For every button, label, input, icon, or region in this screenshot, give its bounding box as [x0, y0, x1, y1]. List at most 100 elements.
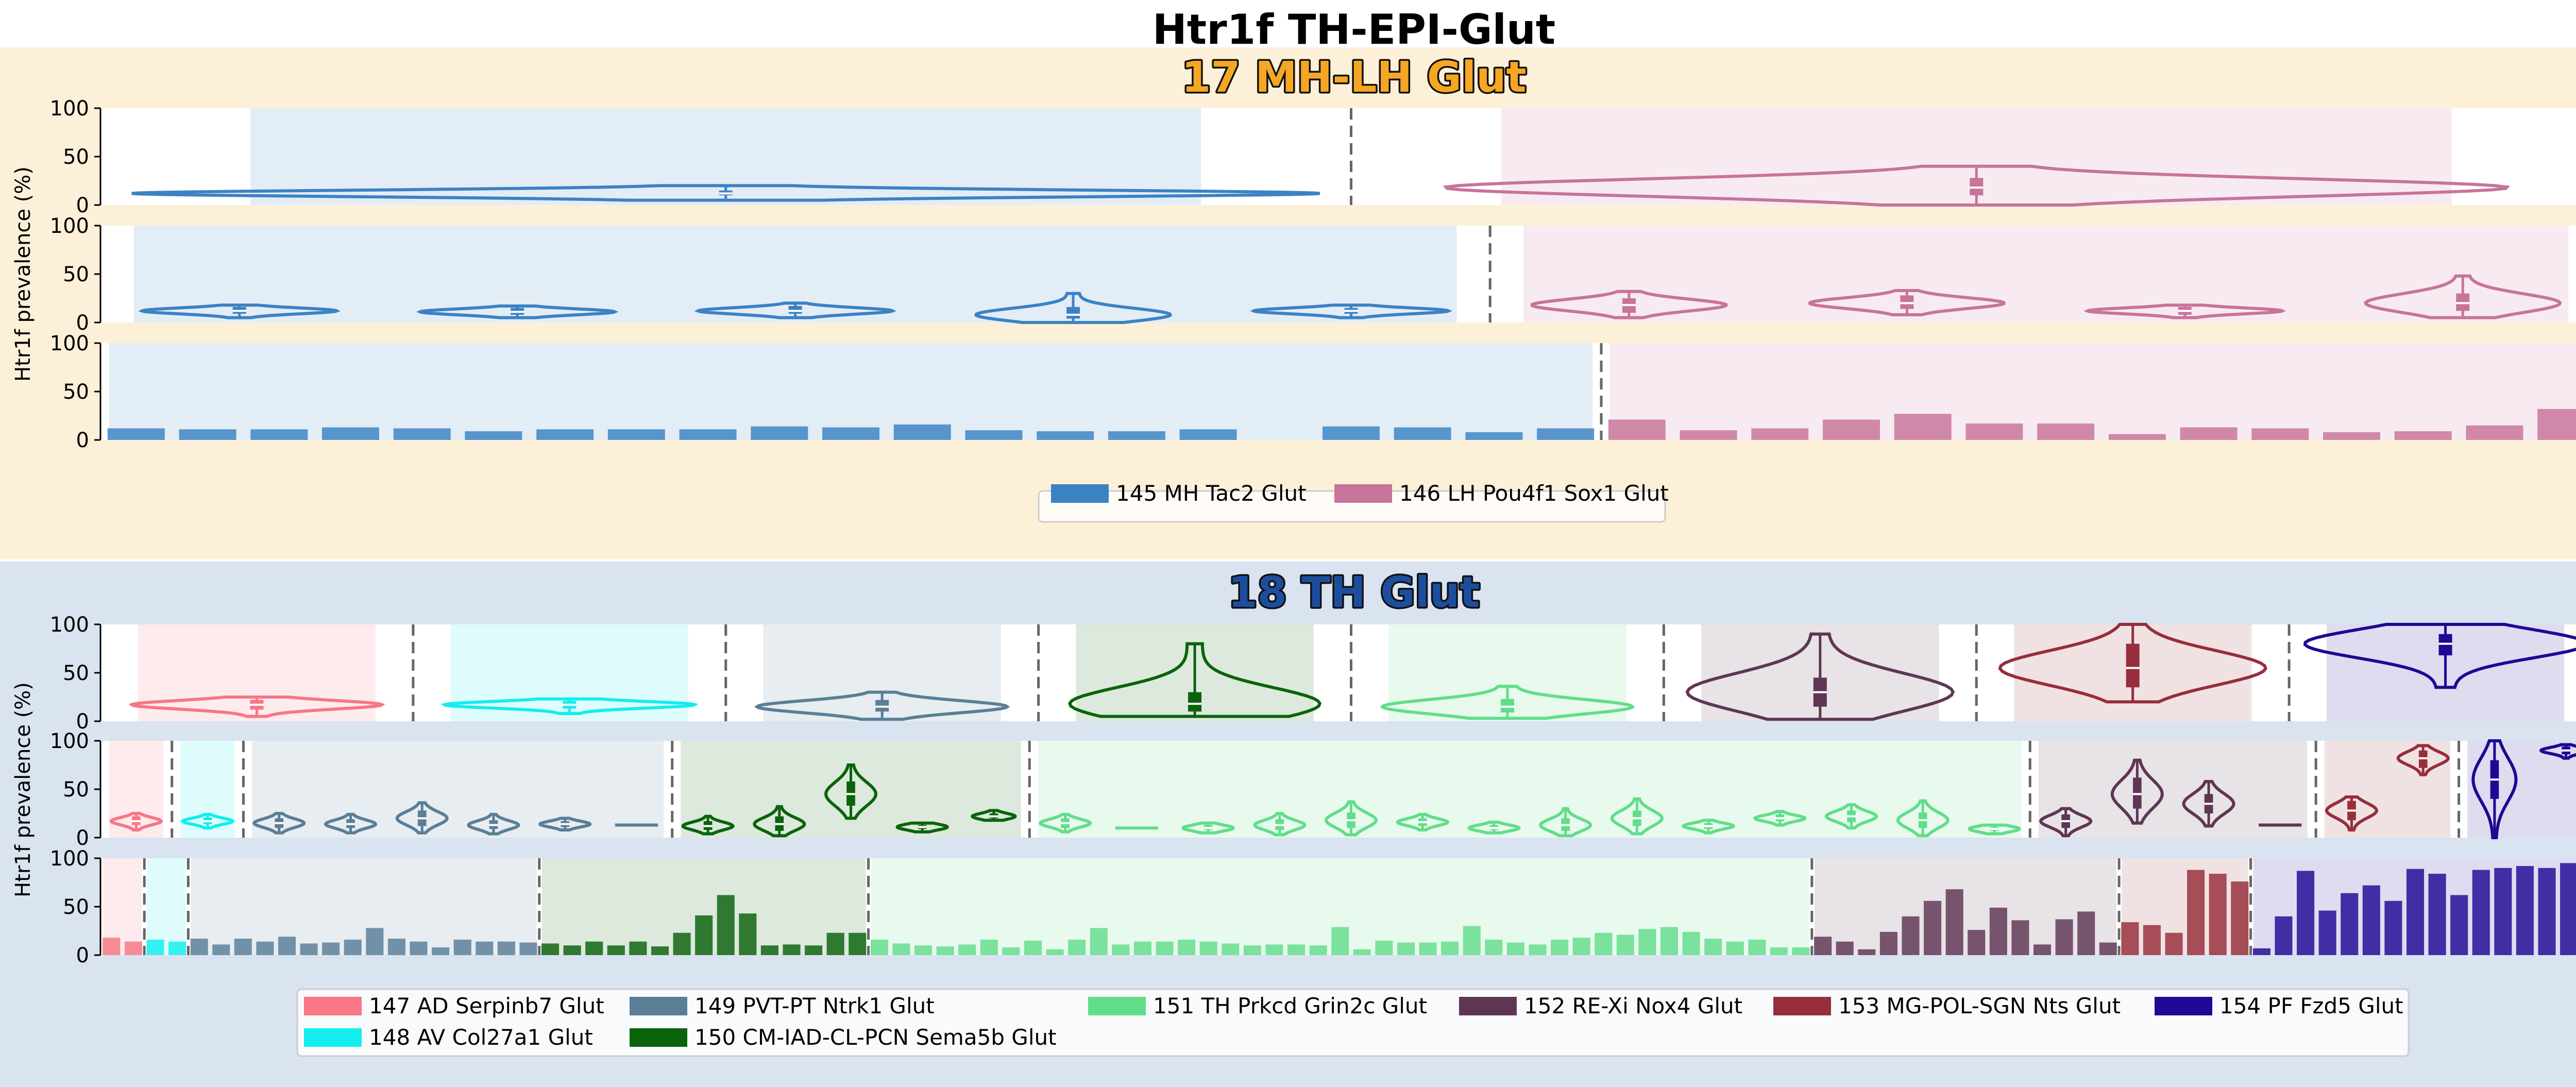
violin-2 [252, 812, 306, 835]
violin-0 [131, 184, 1320, 202]
violin-19 [1467, 820, 1521, 835]
violin-2 [694, 301, 896, 319]
bar-33 [2466, 425, 2523, 440]
bar-106 [2428, 874, 2446, 955]
bar-54 [1287, 944, 1306, 955]
bar-63 [1485, 939, 1503, 955]
violin-box-6 [2126, 643, 2140, 688]
legend-swatch-3 [630, 1028, 687, 1047]
violin-25 [1896, 799, 1950, 838]
violin-4 [1380, 685, 1635, 720]
bar-45 [1090, 928, 1108, 955]
y-tick-label: 50 [63, 145, 89, 169]
bar-85 [1968, 930, 1986, 955]
legend-swatch-7 [2155, 997, 2212, 1015]
bar-98 [2252, 948, 2270, 955]
violin-1 [440, 697, 699, 715]
bar-35 [870, 939, 888, 955]
legend: 145 MH Tac2 Glut 146 LH Pou4f1 Sox1 Glut [1038, 481, 1669, 523]
bar-7 [256, 941, 274, 955]
bar-20 [1537, 428, 1595, 440]
y-tick-label: 0 [76, 944, 89, 967]
bar-83 [1924, 901, 1942, 955]
y-tick-label: 100 [50, 214, 89, 238]
bar-91 [2099, 942, 2117, 955]
violin-20 [1538, 807, 1592, 838]
bar-21 [1608, 419, 1666, 440]
bar-74 [1726, 941, 1744, 955]
bar-65 [1529, 944, 1547, 955]
bar-24 [1823, 419, 1880, 440]
bar-90 [2077, 911, 2095, 955]
bar-10 [822, 427, 879, 440]
bar-36 [892, 943, 910, 955]
class-shade-6 [2324, 741, 2450, 838]
violin-22 [1681, 819, 1736, 835]
bar-55 [1309, 945, 1327, 955]
violin-10 [824, 763, 878, 820]
violin-5 [1685, 632, 1955, 721]
bar-29 [2180, 427, 2238, 440]
legend-swatch-0 [304, 997, 362, 1015]
bar-44 [1068, 939, 1086, 955]
bar-53 [1265, 944, 1283, 955]
bar-111 [2538, 868, 2556, 955]
bar-26 [1965, 423, 2023, 440]
legend-label-5: 152 RE-Xi Nox4 Glut [1524, 993, 1742, 1018]
violin-1 [1443, 164, 2511, 207]
bar-94 [2165, 932, 2183, 955]
bar-62 [1463, 926, 1481, 955]
bar-25 [651, 946, 669, 955]
bar-96 [2209, 874, 2227, 955]
bar-112 [2560, 863, 2576, 955]
violin-4 [1250, 303, 1452, 319]
bar-32 [2394, 431, 2452, 440]
bar-103 [2362, 885, 2380, 955]
violin-1 [416, 304, 619, 319]
legend-swatch-0 [1051, 484, 1109, 503]
bar-38 [936, 946, 954, 955]
bar-22 [585, 941, 603, 955]
y-tick-label: 50 [63, 778, 89, 802]
bar-0 [107, 428, 165, 440]
legend-label-4: 151 TH Prkcd Grin2c Glut [1153, 993, 1427, 1018]
violin-5 [1530, 290, 1728, 319]
bar-32 [805, 945, 823, 955]
bar-82 [1902, 916, 1920, 955]
y-tick-label: 100 [50, 613, 89, 637]
violin-24 [1824, 803, 1878, 830]
bar-3 [322, 427, 379, 440]
y-tick-label: 100 [50, 332, 89, 355]
y-tick-label: 0 [76, 710, 89, 734]
bar-84 [1945, 889, 1963, 955]
bar-108 [2472, 870, 2490, 955]
bar-20 [541, 943, 560, 955]
bar-10 [322, 942, 340, 955]
bar-60 [1419, 942, 1437, 955]
bar-72 [1682, 931, 1700, 955]
bar-80 [1858, 949, 1876, 955]
violin-8 [681, 814, 735, 836]
bar-61 [1441, 941, 1459, 955]
bar-9 [300, 943, 318, 955]
legend-label-3: 150 CM-IAD-CL-PCN Sema5b Glut [694, 1025, 1057, 1050]
bar-73 [1704, 939, 1722, 955]
bar-33 [826, 932, 844, 955]
bar-30 [760, 945, 778, 955]
bar-5 [212, 944, 230, 955]
bar-69 [1616, 935, 1634, 955]
violin-7 [2083, 303, 2286, 319]
bar-56 [1331, 927, 1349, 955]
bar-18 [497, 941, 515, 955]
bar-0 [103, 938, 121, 955]
bar-14 [1108, 431, 1165, 440]
y-tick-label: 0 [76, 311, 89, 335]
bar-105 [2406, 869, 2425, 955]
bar-57 [1353, 949, 1371, 955]
class-shade-6 [2122, 858, 2248, 955]
violin-29 [2182, 780, 2235, 828]
bar-66 [1551, 939, 1569, 955]
y-tick-label: 50 [63, 895, 89, 919]
violin-5 [467, 812, 520, 836]
y-tick-label: 0 [76, 194, 89, 217]
